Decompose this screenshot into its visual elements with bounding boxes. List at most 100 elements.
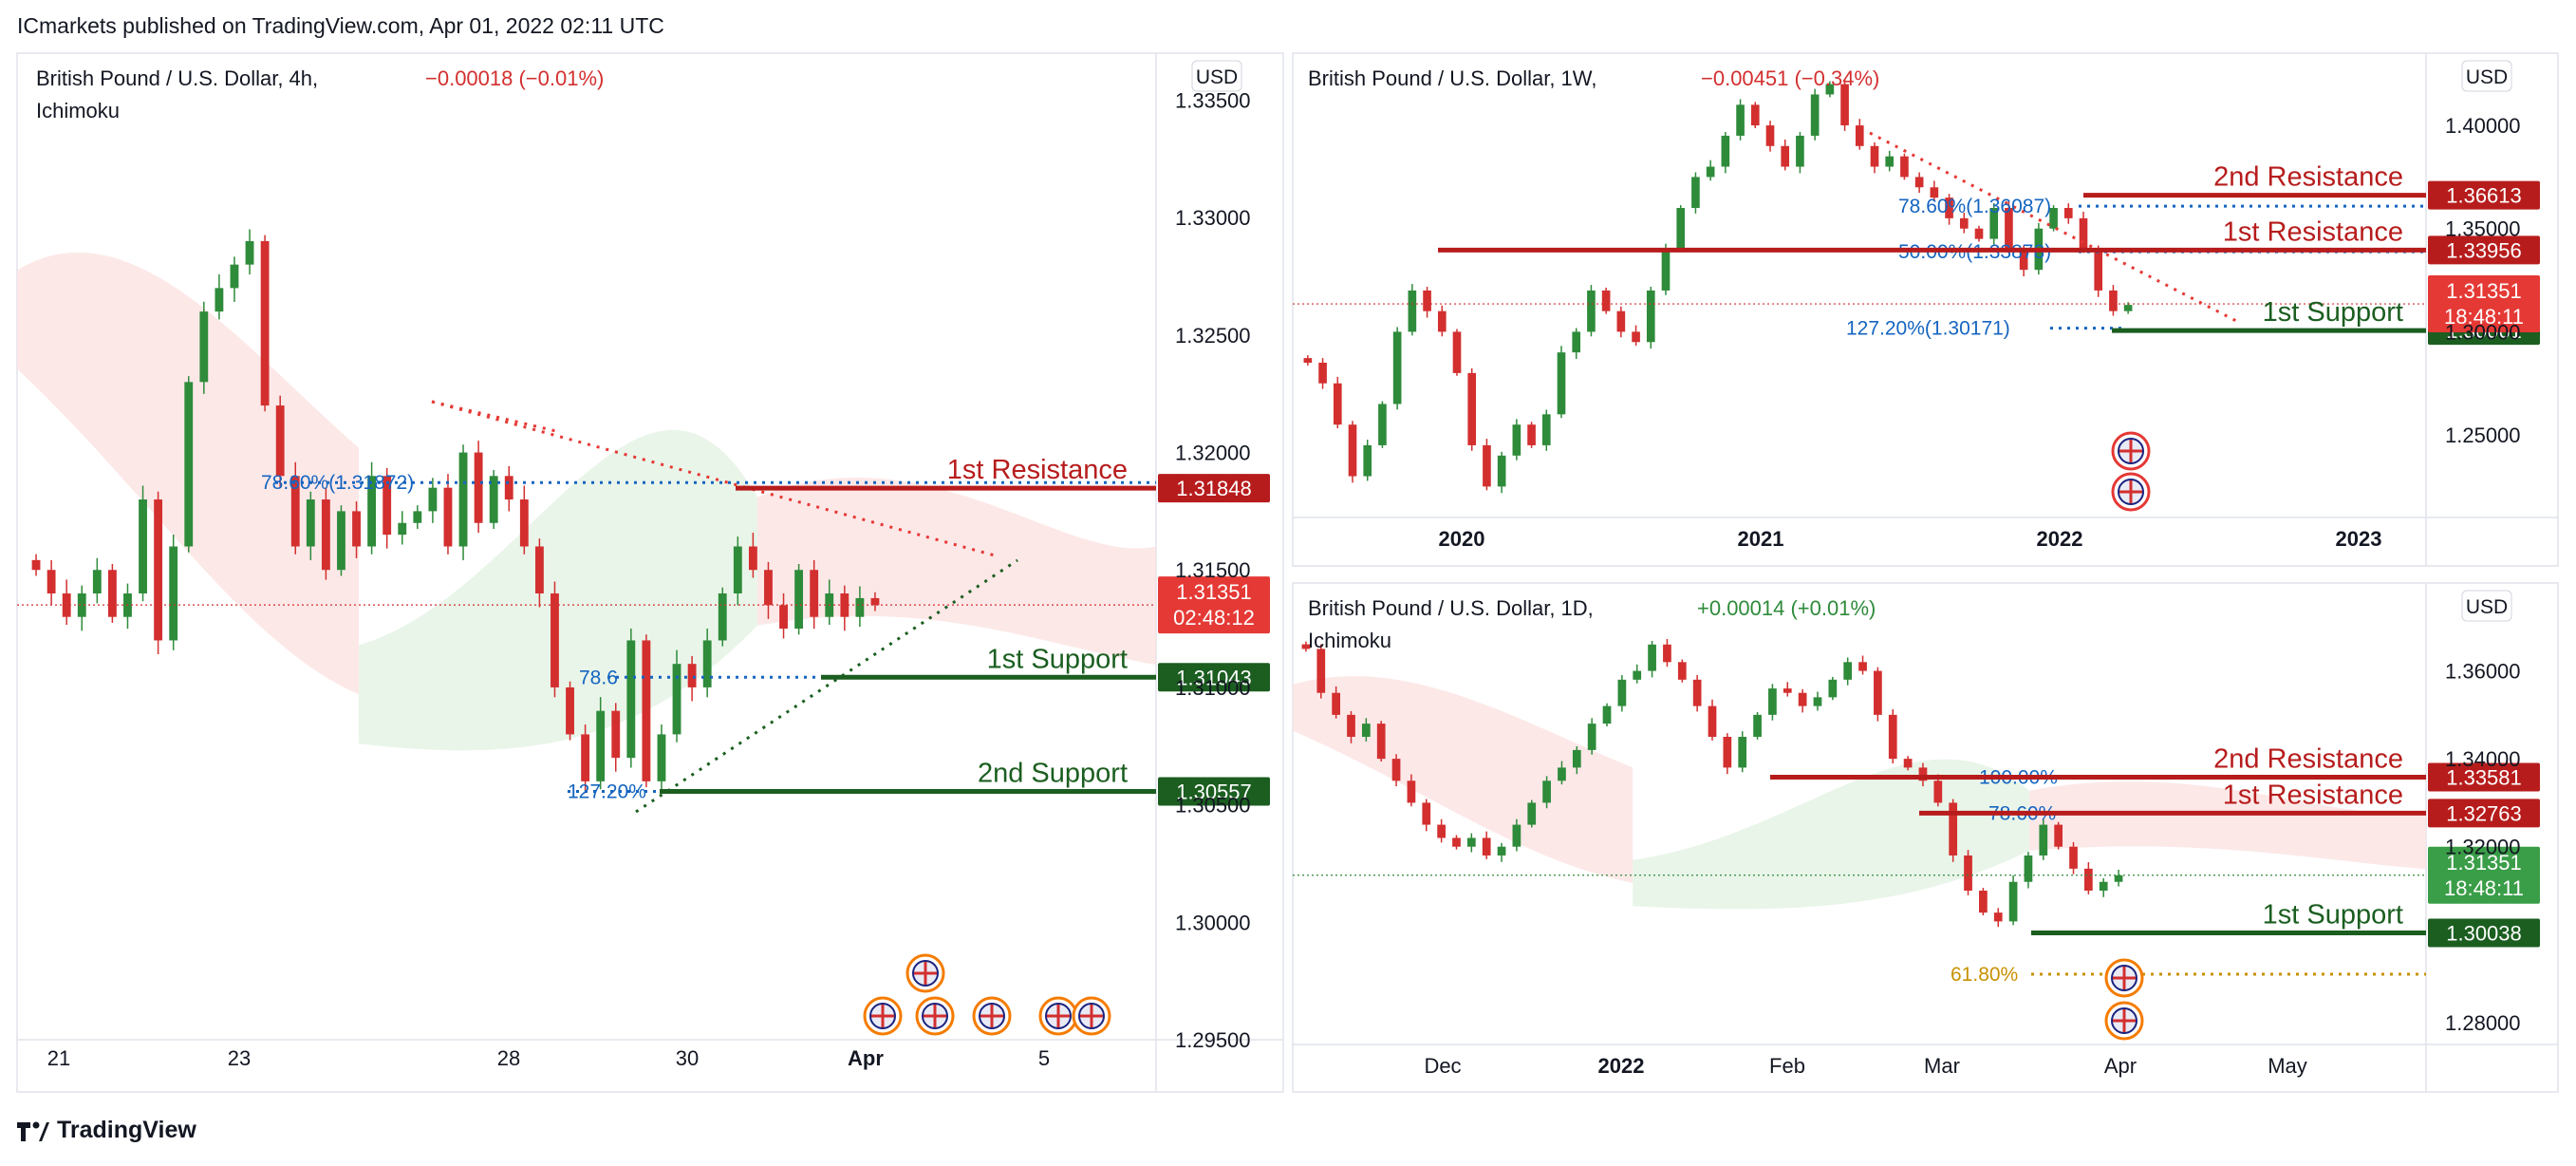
y-tick-label: 1.40000 (2445, 114, 2521, 138)
candle-body (1753, 714, 1762, 737)
economic-event-flag-icon[interactable] (1072, 996, 1111, 1036)
candle (230, 256, 239, 302)
candle-body (458, 452, 468, 547)
candle-body (1423, 290, 1431, 311)
candle-body (1601, 290, 1611, 311)
candle (428, 478, 438, 523)
x-tick-label: Apr (2104, 1054, 2137, 1078)
candle (1918, 762, 1928, 787)
legend-change: −0.00018 (−0.01%) (425, 66, 604, 90)
economic-event-flag-icon[interactable] (2111, 431, 2151, 471)
candle-body (1765, 125, 1775, 146)
candle (794, 564, 804, 635)
candle-body (1918, 767, 1928, 781)
level-price-tag (2428, 235, 2540, 265)
level-name-support: 1st Support (2263, 900, 2403, 931)
candle (1959, 212, 1969, 234)
candle-body (398, 522, 407, 536)
candle (1361, 718, 1371, 742)
candle-body (1303, 358, 1313, 363)
candle (1572, 328, 1581, 359)
candle-body (1587, 724, 1596, 750)
currency-label[interactable]: USD (1196, 66, 1238, 88)
candle (1408, 284, 1417, 336)
candle (1677, 659, 1687, 683)
countdown-label: 18:48:11 (2444, 305, 2524, 329)
candle-body (62, 592, 71, 617)
candle-body (519, 499, 529, 547)
level-price-tag (1158, 777, 1270, 806)
candle-body (337, 511, 345, 571)
candle-body (1825, 84, 1835, 95)
candle-body (2005, 208, 2013, 250)
y-tick-label: 1.30000 (2445, 320, 2521, 344)
candle-body (870, 597, 880, 606)
currency-button[interactable] (2461, 60, 2512, 92)
x-tick-label: 2023 (2336, 527, 2382, 551)
candle-body (199, 311, 209, 383)
legend-indicator: Ichimoku (36, 99, 120, 122)
candle (1858, 655, 1867, 675)
candle (764, 561, 773, 619)
candle (1706, 160, 1715, 181)
candle-body (154, 499, 163, 641)
candle (2079, 212, 2088, 254)
candle-body (47, 570, 56, 593)
y-tick-label: 1.34000 (2445, 747, 2521, 771)
x-tick-label: 2022 (1598, 1054, 1645, 1078)
candle-body (1542, 780, 1551, 803)
y-tick-label: 1.28000 (2445, 1011, 2521, 1035)
legend-change: −0.00451 (−0.34%) (1701, 66, 1879, 90)
fib-label: 127.20%(1.30171) (1846, 318, 2010, 340)
candle-body (566, 686, 574, 735)
currency-label[interactable]: USD (2466, 596, 2508, 618)
economic-event-flag-icon[interactable] (972, 996, 1012, 1036)
candle (1632, 325, 1640, 347)
level-name-resistance: 1st Resistance (2223, 780, 2403, 810)
candle (1949, 799, 1958, 862)
economic-event-flag-icon[interactable] (863, 996, 903, 1036)
economic-event-flag-icon[interactable] (905, 953, 945, 993)
candle-body (2079, 217, 2088, 250)
candle (1979, 888, 1988, 916)
candle (779, 592, 788, 639)
y-tick-label: 1.29500 (1175, 1028, 1251, 1052)
candle (566, 681, 574, 741)
candle-body (367, 476, 377, 547)
candle (1497, 451, 1506, 494)
candle (1557, 346, 1566, 419)
x-tick-label: 5 (1038, 1046, 1050, 1070)
candle-body (1964, 855, 1972, 891)
candle-body (1391, 759, 1401, 781)
x-tick-label: 21 (47, 1046, 70, 1070)
candle (718, 587, 727, 647)
economic-event-flag-icon[interactable] (2104, 958, 2144, 998)
y-tick-label: 1.31500 (1175, 558, 1251, 582)
level-name-resistance: 1st Resistance (947, 455, 1128, 485)
economic-event-flag-icon[interactable] (1038, 996, 1078, 1036)
level-price-tag (2428, 918, 2540, 948)
candle (92, 557, 102, 604)
candle-body (1663, 644, 1671, 663)
candle-body (1482, 837, 1491, 856)
candle (1407, 774, 1416, 807)
candle (2094, 245, 2103, 297)
economic-event-flag-icon[interactable] (2111, 472, 2151, 512)
candle (1933, 774, 1943, 807)
economic-event-flag-icon[interactable] (2104, 1001, 2144, 1041)
currency-label[interactable]: USD (2466, 66, 2508, 88)
economic-event-flag-icon[interactable] (915, 996, 955, 1036)
candle (1527, 422, 1536, 448)
tradingview-brand[interactable]: TradingView (17, 1117, 196, 1144)
candle (596, 697, 606, 790)
level-name-support: 1st Support (987, 644, 1128, 674)
candle-body (321, 499, 330, 571)
candle-body (1452, 837, 1461, 847)
chart-panel-left: 78.60%(1.31872) 78.6 127.20% 1st Resistance… (16, 52, 1284, 1093)
candle (1392, 327, 1402, 410)
candle (290, 461, 300, 555)
x-tick-label: Feb (1769, 1054, 1805, 1078)
currency-button[interactable] (1191, 60, 1242, 92)
fib-label: 127.20% (568, 781, 646, 803)
currency-button[interactable] (2461, 590, 2512, 622)
